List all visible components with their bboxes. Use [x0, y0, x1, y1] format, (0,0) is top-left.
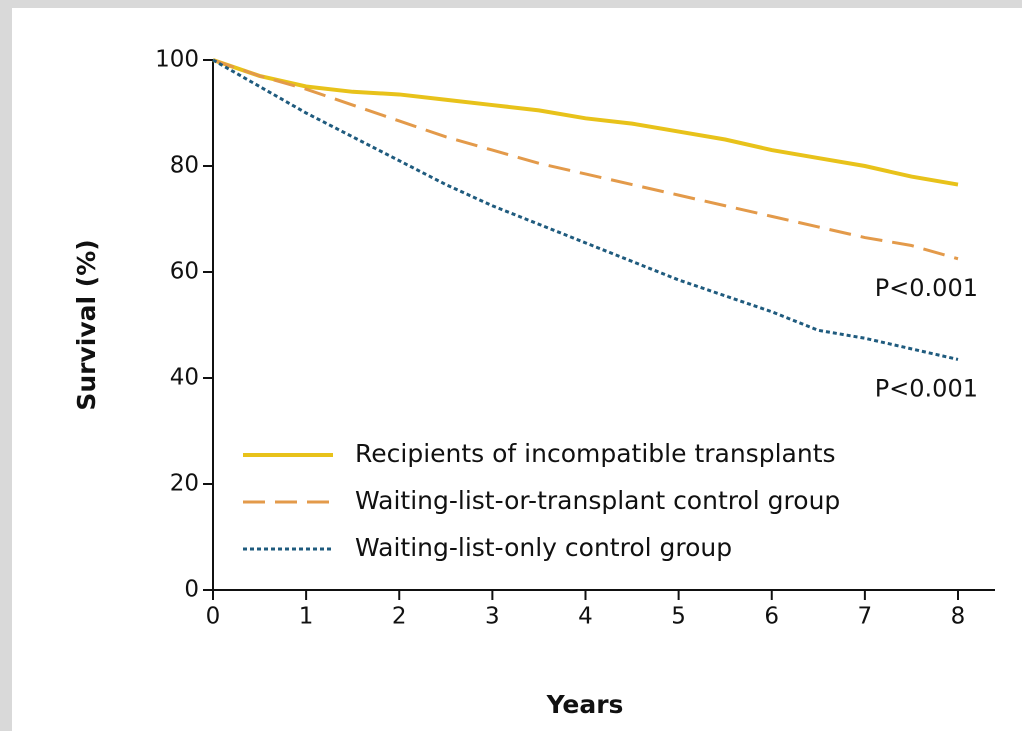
panel	[12, 8, 1022, 731]
x-tick-label: 8	[951, 604, 966, 630]
x-tick-label: 4	[578, 604, 593, 630]
annotation: P<0.001	[875, 274, 978, 302]
legend-label: Waiting-list-only control group	[355, 533, 732, 562]
x-tick-label: 2	[392, 604, 407, 630]
annotation: P<0.001	[875, 374, 978, 402]
x-tick-label: 6	[764, 604, 779, 630]
y-tick-label: 20	[170, 471, 199, 497]
x-axis-title: Years	[546, 690, 624, 719]
x-tick-label: 7	[858, 604, 873, 630]
x-tick-label: 0	[206, 604, 221, 630]
y-tick-label: 100	[155, 47, 199, 73]
x-tick-label: 5	[671, 604, 686, 630]
y-tick-label: 60	[170, 259, 199, 285]
legend-label: Waiting-list-or-transplant control group	[355, 486, 840, 515]
y-tick-label: 40	[170, 365, 199, 391]
series-line	[212, 58, 959, 187]
series-line	[212, 58, 959, 261]
y-axis-title: Survival (%)	[72, 239, 101, 410]
y-tick-label: 80	[170, 153, 199, 179]
legend-label: Recipients of incompatible transplants	[355, 439, 836, 468]
y-tick-label: 0	[184, 577, 199, 603]
series-line	[212, 58, 959, 361]
x-tick-label: 1	[299, 604, 314, 630]
x-tick-label: 3	[485, 604, 500, 630]
